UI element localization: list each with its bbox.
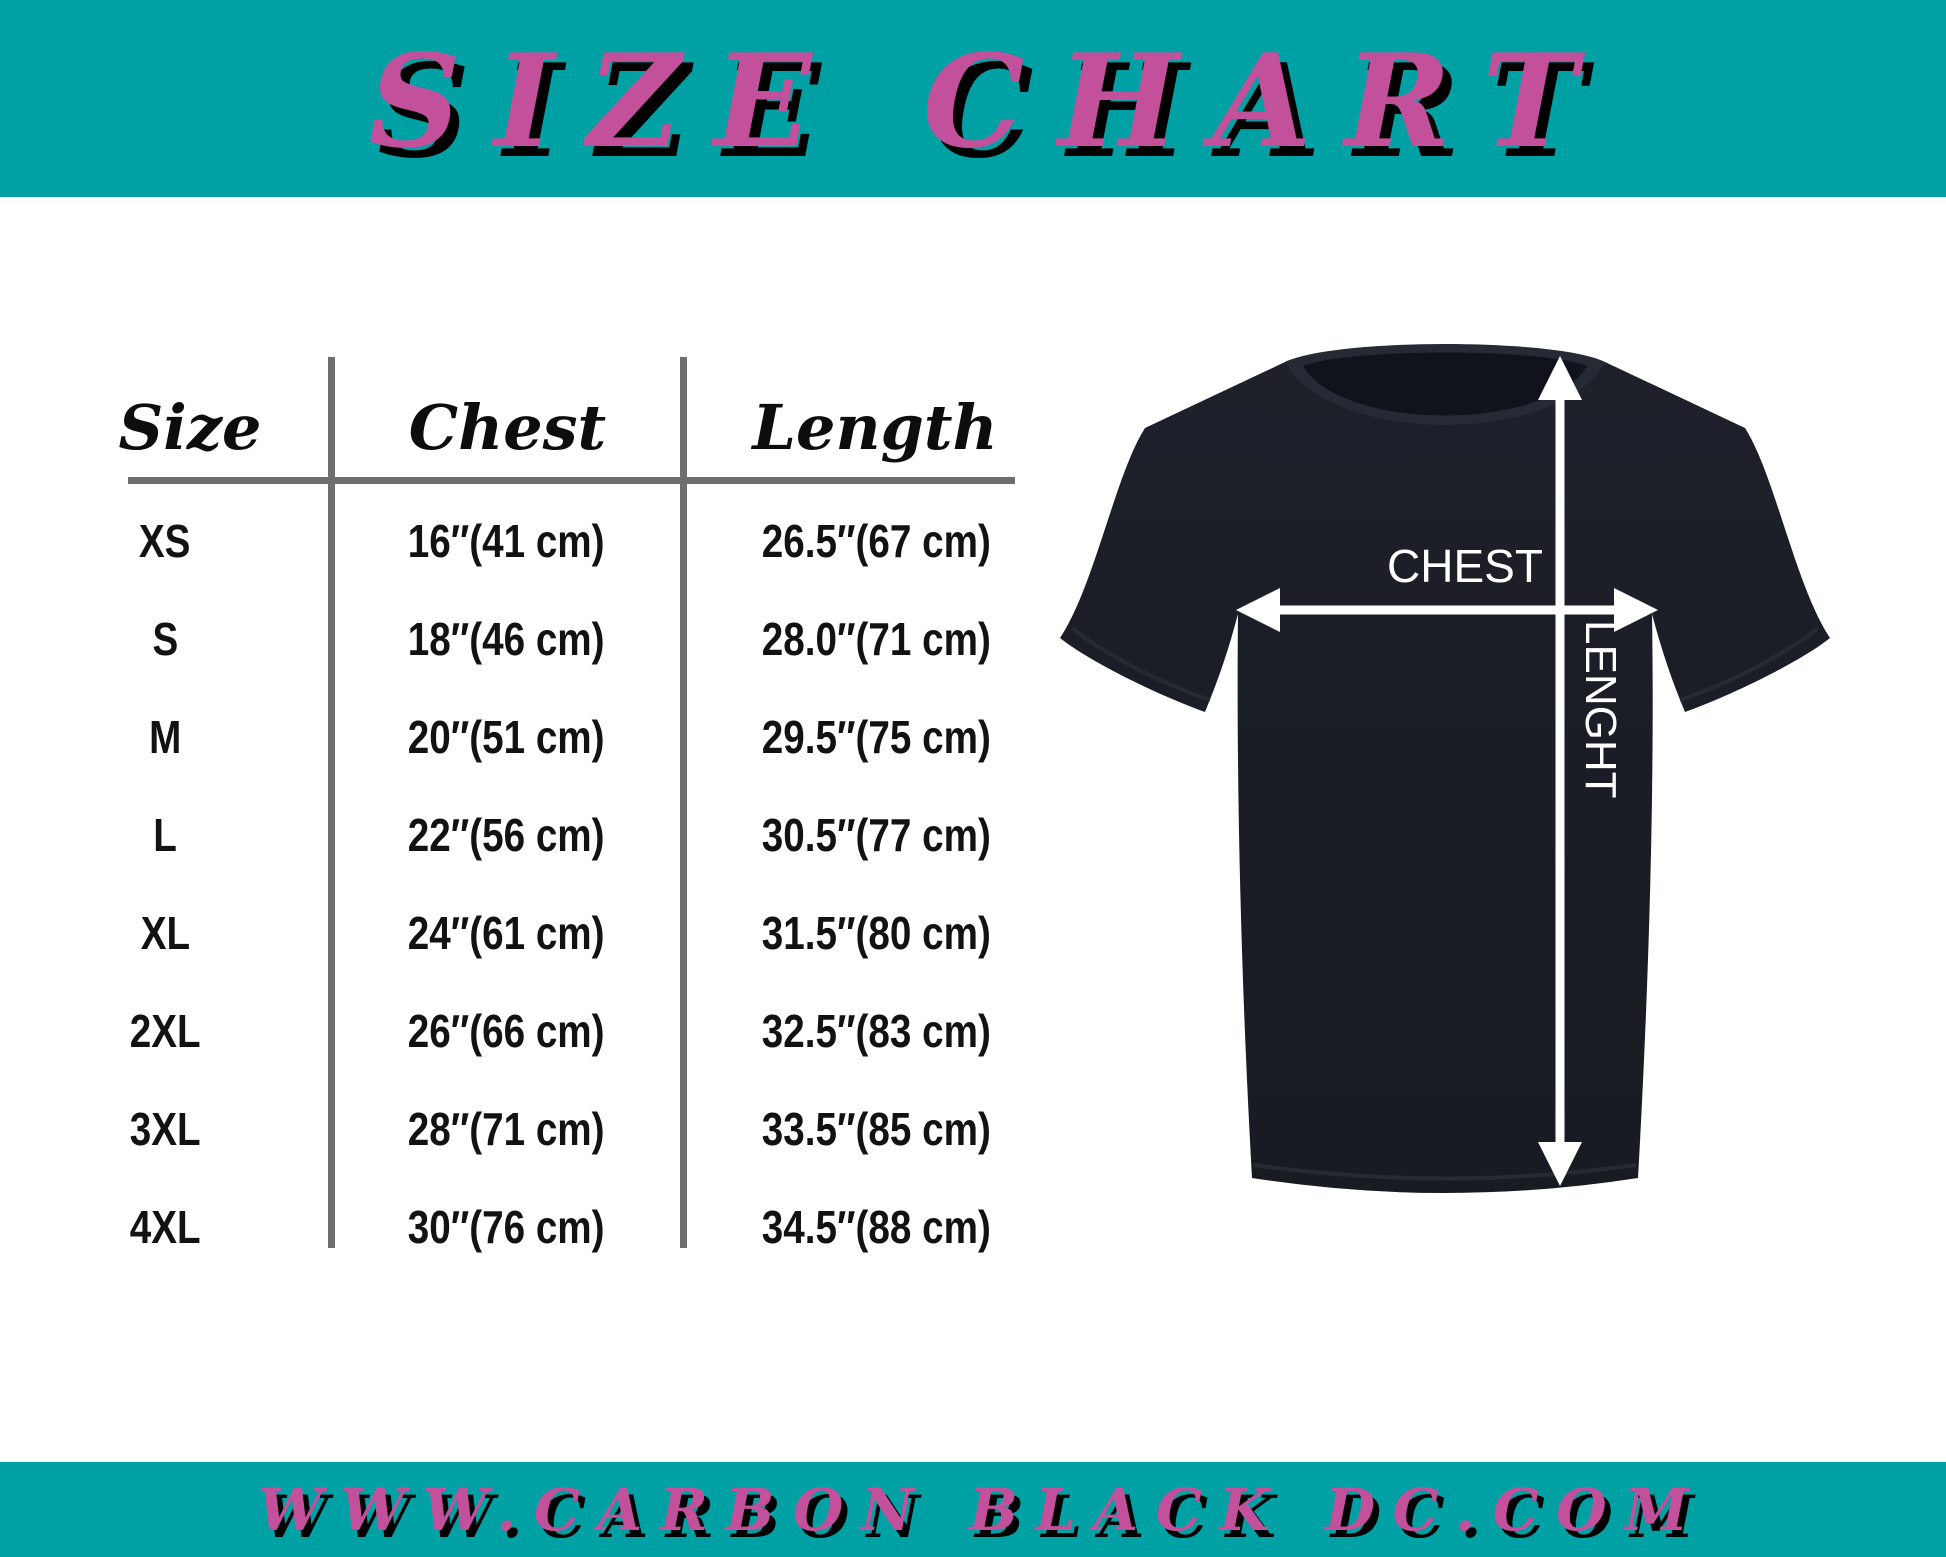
column-header-length: Length bbox=[752, 391, 998, 464]
chest-cell: 20″(51 cm) bbox=[407, 711, 605, 763]
page-title: SIZE CHART bbox=[368, 26, 1611, 177]
size-cell: XS bbox=[139, 515, 191, 567]
length-cell: 34.5″(88 cm) bbox=[761, 1201, 991, 1253]
length-cell: 29.5″(75 cm) bbox=[761, 711, 991, 763]
chest-cell: 18″(46 cm) bbox=[407, 613, 605, 665]
chest-cell: 22″(56 cm) bbox=[407, 809, 605, 861]
table-row: XS 16″(41 cm) 26.5″(67 cm) bbox=[0, 492, 1070, 590]
chest-cell: 16″(41 cm) bbox=[407, 515, 605, 567]
sleeve-seam-right bbox=[1679, 626, 1820, 702]
length-cell: 30.5″(77 cm) bbox=[761, 809, 991, 861]
length-cell: 31.5″(80 cm) bbox=[761, 907, 991, 959]
table-row: XL 24″(61 cm) 31.5″(80 cm) bbox=[0, 884, 1070, 982]
table-row: M 20″(51 cm) 29.5″(75 cm) bbox=[0, 688, 1070, 786]
chest-cell: 26″(66 cm) bbox=[407, 1005, 605, 1057]
table-row: 4XL 30″(76 cm) 34.5″(88 cm) bbox=[0, 1178, 1070, 1276]
chest-cell: 30″(76 cm) bbox=[407, 1201, 605, 1253]
chest-arrow-label: CHEST bbox=[1387, 540, 1543, 592]
table-row: L 22″(56 cm) 30.5″(77 cm) bbox=[0, 786, 1070, 884]
bottom-banner: WWW.CARBON BLACK DC.COM bbox=[0, 1462, 1946, 1557]
chest-cell: 24″(61 cm) bbox=[407, 907, 605, 959]
size-table: XS 16″(41 cm) 26.5″(67 cm) S 18″(46 cm) … bbox=[0, 492, 1070, 1276]
table-row: 2XL 26″(66 cm) 32.5″(83 cm) bbox=[0, 982, 1070, 1080]
collar-inner-shadow bbox=[1303, 352, 1587, 416]
bottom-hem-seam bbox=[1253, 1163, 1637, 1181]
length-cell: 26.5″(67 cm) bbox=[761, 515, 991, 567]
length-arrow-label: LENGHT bbox=[1576, 620, 1625, 798]
length-cell: 28.0″(71 cm) bbox=[761, 613, 991, 665]
length-cell: 33.5″(85 cm) bbox=[761, 1103, 991, 1155]
website-url: WWW.CARBON BLACK DC.COM bbox=[257, 1475, 1706, 1544]
size-cell: 3XL bbox=[129, 1103, 201, 1155]
length-cell: 32.5″(83 cm) bbox=[761, 1005, 991, 1057]
tshirt-graphic: CHEST LENGHT bbox=[1060, 344, 1830, 1193]
size-cell: XL bbox=[140, 907, 190, 959]
header-underline bbox=[128, 477, 1015, 484]
length-arrow bbox=[1538, 356, 1582, 1186]
size-cell: 2XL bbox=[129, 1005, 201, 1057]
table-row: 3XL 28″(71 cm) 33.5″(85 cm) bbox=[0, 1080, 1070, 1178]
size-cell: L bbox=[153, 809, 177, 861]
column-divider-2 bbox=[680, 357, 687, 1248]
column-divider-1 bbox=[328, 357, 335, 1248]
top-banner: SIZE CHART bbox=[0, 0, 1946, 197]
table-row: S 18″(46 cm) 28.0″(71 cm) bbox=[0, 590, 1070, 688]
tshirt-body bbox=[1060, 345, 1830, 1193]
chest-cell: 28″(71 cm) bbox=[407, 1103, 605, 1155]
size-cell: 4XL bbox=[129, 1201, 201, 1253]
column-header-chest: Chest bbox=[408, 391, 607, 464]
size-cell: S bbox=[152, 613, 178, 665]
size-cell: M bbox=[148, 711, 182, 763]
sleeve-seam-left bbox=[1070, 626, 1211, 702]
column-header-size: Size bbox=[118, 391, 262, 464]
